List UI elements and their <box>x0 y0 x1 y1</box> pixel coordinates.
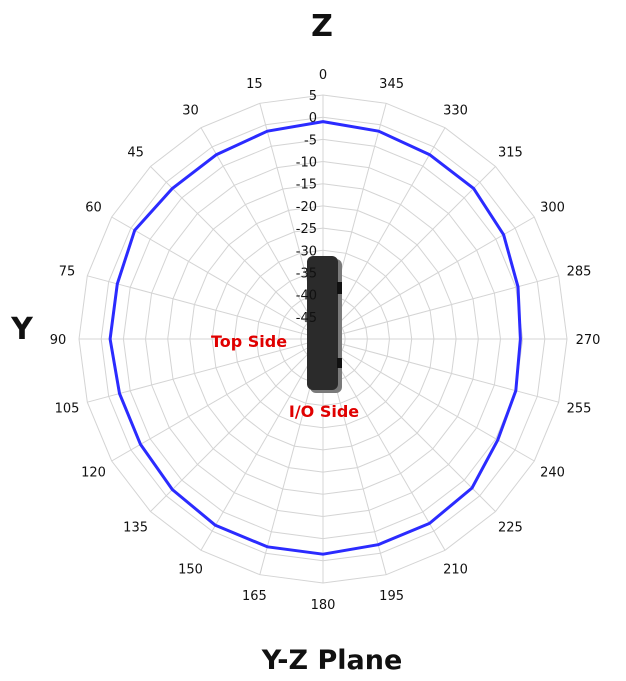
grid-spoke <box>200 127 324 340</box>
annotation-io-side: I/O Side <box>289 402 359 421</box>
grid-spoke <box>322 127 446 340</box>
radial-tick-label: -40 <box>296 289 317 304</box>
grid-spoke <box>87 275 324 340</box>
grid-spoke <box>322 338 496 512</box>
angle-tick-label: 330 <box>443 104 468 119</box>
axis-label-z: Z <box>311 9 333 44</box>
device-port-bottom <box>337 358 342 368</box>
angle-tick-label: 180 <box>311 598 336 613</box>
chart-title: Y-Z Plane <box>261 645 403 676</box>
device-image <box>307 256 342 393</box>
radial-tick-label: -25 <box>296 222 317 237</box>
angle-tick-label: 30 <box>182 104 199 119</box>
angle-tick-label: 285 <box>567 264 592 279</box>
angle-tick-label: 270 <box>576 333 601 348</box>
angle-tick-label: 0 <box>319 68 327 83</box>
angle-tick-label: 75 <box>59 264 76 279</box>
radial-tick-labels: 5 0 -5 -10 -15 -20 -25 -30 -35 -40 -45 <box>296 89 317 326</box>
radial-tick-label: -5 <box>304 133 317 148</box>
angle-tick-label: 135 <box>123 520 148 535</box>
angle-tick-label: 210 <box>443 563 468 578</box>
grid-spoke <box>322 216 535 340</box>
grid-spoke <box>322 338 446 551</box>
grid-spoke <box>200 338 324 551</box>
angle-tick-label: 195 <box>379 589 404 604</box>
angle-tick-label: 345 <box>379 77 404 92</box>
angle-tick-labels: 0 15 30 45 60 75 90 105 120 135 150 165 180 195 210 225… <box>50 68 601 613</box>
grid-spoke <box>87 338 324 403</box>
radial-tick-label: -15 <box>296 178 317 193</box>
angle-tick-label: 120 <box>81 466 106 481</box>
angle-tick-label: 105 <box>55 402 80 417</box>
axis-label-y: Y <box>10 312 34 347</box>
angle-tick-label: 225 <box>498 520 523 535</box>
device-body <box>307 256 338 390</box>
radial-tick-label: -10 <box>296 156 317 171</box>
angle-tick-label: 60 <box>85 201 102 216</box>
angle-tick-label: 240 <box>540 466 565 481</box>
angle-tick-label: 255 <box>567 402 592 417</box>
series-layer <box>108 120 522 556</box>
radial-tick-label: -20 <box>296 200 317 215</box>
angle-tick-label: 165 <box>242 589 267 604</box>
radial-tick-label: -45 <box>296 311 317 326</box>
angle-tick-label: 315 <box>498 146 523 161</box>
device-port-top <box>337 282 342 294</box>
grid-spoke <box>150 338 324 512</box>
angle-tick-label: 45 <box>127 146 144 161</box>
grid-spoke <box>322 166 496 340</box>
grid-spoke <box>322 275 559 340</box>
angle-tick-label: 300 <box>540 201 565 216</box>
radial-tick-label: -35 <box>296 267 317 282</box>
grid-spoke <box>150 166 324 340</box>
angle-tick-label: 15 <box>246 77 263 92</box>
grid-spoke <box>111 216 324 340</box>
angle-tick-label: 90 <box>50 333 67 348</box>
grid-spoke <box>111 338 324 462</box>
radial-tick-label: 0 <box>309 111 317 126</box>
annotation-top-side: Top Side <box>211 332 287 351</box>
angle-tick-label: 150 <box>178 563 203 578</box>
radial-tick-label: 5 <box>309 89 317 104</box>
radial-tick-label: -30 <box>296 244 317 259</box>
grid-spoke <box>322 338 535 462</box>
grid-spoke <box>322 338 559 403</box>
